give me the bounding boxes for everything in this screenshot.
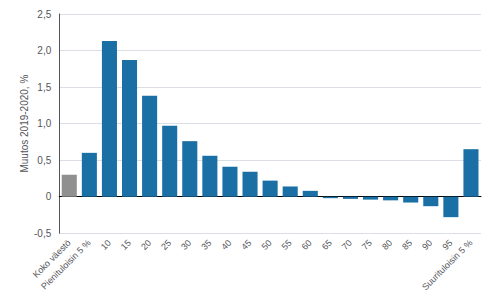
svg-text:2,0: 2,0: [37, 45, 51, 56]
svg-text:Muutos 2019-2020, %: Muutos 2019-2020, %: [19, 75, 30, 173]
svg-text:70: 70: [340, 238, 354, 252]
svg-text:-0,5: -0,5: [34, 228, 52, 239]
svg-text:40: 40: [219, 238, 233, 252]
svg-text:1,0: 1,0: [37, 118, 51, 129]
svg-text:65: 65: [320, 238, 334, 252]
svg-text:50: 50: [260, 238, 274, 252]
svg-text:Koko väestö: Koko väestö: [30, 237, 73, 280]
svg-text:95: 95: [440, 238, 454, 252]
svg-text:15: 15: [119, 238, 133, 252]
svg-text:Pienituloisin 5 %: Pienituloisin 5 %: [39, 238, 93, 292]
svg-text:30: 30: [179, 238, 193, 252]
svg-text:0,5: 0,5: [37, 155, 51, 166]
svg-text:35: 35: [199, 238, 213, 252]
svg-text:Suurituloisin 5 %: Suurituloisin 5 %: [420, 238, 474, 292]
svg-text:25: 25: [159, 238, 173, 252]
svg-text:60: 60: [300, 238, 314, 252]
svg-text:1,5: 1,5: [37, 82, 51, 93]
svg-text:20: 20: [139, 238, 153, 252]
svg-text:10: 10: [99, 238, 113, 252]
svg-text:80: 80: [380, 238, 394, 252]
svg-text:55: 55: [280, 238, 294, 252]
svg-text:45: 45: [239, 238, 253, 252]
svg-text:2,5: 2,5: [37, 9, 51, 20]
svg-text:85: 85: [400, 238, 414, 252]
svg-text:0: 0: [46, 191, 52, 202]
svg-text:90: 90: [420, 238, 434, 252]
svg-text:75: 75: [360, 238, 374, 252]
